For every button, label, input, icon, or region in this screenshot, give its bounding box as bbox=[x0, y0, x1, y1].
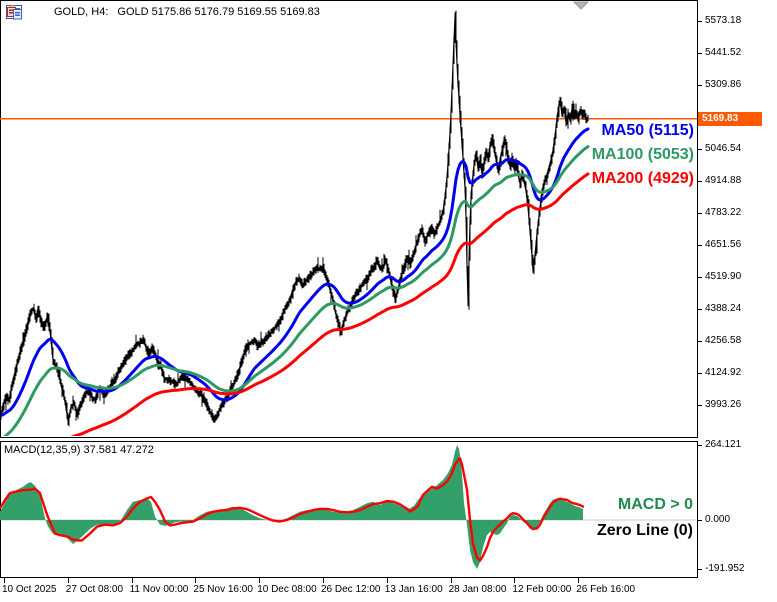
chart-title: GOLD, H4: GOLD 5175.86 5176.79 5169.55 51… bbox=[54, 6, 320, 18]
ma200-label: MA200 (4929) bbox=[591, 170, 694, 187]
time-tick-mark bbox=[67, 577, 69, 583]
axis-tick-label: 4388.24 bbox=[705, 302, 742, 314]
axis-tick-mark bbox=[697, 372, 702, 374]
time-tick-label: 13 Jan 16:00 bbox=[384, 584, 443, 595]
time-tick-mark bbox=[578, 577, 580, 583]
chart-shift-marker[interactable] bbox=[573, 1, 589, 10]
axis-tick-label: 4124.92 bbox=[705, 366, 742, 378]
ma50-line bbox=[1, 127, 590, 417]
current-price-badge: 5169.83 bbox=[698, 111, 762, 126]
zero-line-annotation: Zero Line (0) bbox=[596, 522, 693, 539]
time-tick-label: 28 Jan 08:00 bbox=[448, 584, 507, 595]
axis-tick-mark bbox=[697, 148, 702, 150]
time-tick-label: 25 Nov 16:00 bbox=[193, 584, 253, 595]
axis-tick-label: 4256.58 bbox=[705, 334, 742, 346]
axis-tick-mark bbox=[697, 340, 702, 342]
time-tick-mark bbox=[450, 577, 452, 583]
ma100-line bbox=[3, 145, 590, 436]
axis-tick-label: 5309.86 bbox=[705, 78, 742, 90]
price-panel-frame bbox=[0, 0, 698, 438]
axis-tick-mark bbox=[697, 52, 702, 54]
time-tick-label: 11 Nov 00:00 bbox=[129, 584, 189, 595]
macd-panel-frame bbox=[0, 441, 698, 578]
axis-tick-mark bbox=[697, 212, 702, 214]
macd-positive-annotation: MACD > 0 bbox=[617, 496, 693, 513]
time-tick-label: 12 Feb 00:00 bbox=[512, 584, 572, 595]
time-tick-label: 10 Oct 2025 bbox=[2, 584, 57, 595]
time-tick-mark bbox=[131, 577, 133, 583]
axis-tick-mark bbox=[697, 84, 702, 86]
axis-tick-label: 5441.52 bbox=[705, 46, 742, 58]
ma200-line bbox=[70, 172, 590, 436]
time-tick-label: 10 Dec 08:00 bbox=[257, 584, 317, 595]
axis-tick-mark bbox=[697, 276, 702, 278]
axis-tick-label: 4519.90 bbox=[705, 270, 742, 282]
axis-tick-label: 5046.54 bbox=[705, 142, 742, 154]
macd-indicator-label: MACD(12,35,9) 37.581 47.272 bbox=[4, 444, 154, 456]
axis-tick-label: 4651.56 bbox=[705, 238, 742, 250]
axis-tick-mark bbox=[697, 20, 702, 22]
price-axis[interactable]: 5573.18 5441.52 5309.86 5046.54 4914.88 4783.… bbox=[697, 0, 777, 578]
axis-tick-mark bbox=[697, 569, 702, 570]
macd-signal-line bbox=[0, 457, 585, 562]
axis-tick-label: -191.952 bbox=[705, 563, 745, 574]
axis-tick-label: 0.000 bbox=[705, 514, 731, 525]
axis-tick-mark bbox=[697, 244, 702, 246]
time-tick-mark bbox=[386, 577, 388, 583]
axis-tick-mark bbox=[697, 180, 702, 182]
axis-tick-label: 4783.22 bbox=[705, 206, 742, 218]
axis-tick-mark bbox=[697, 404, 702, 406]
chart-symbol-period: GOLD, H4: bbox=[54, 6, 109, 18]
axis-tick-label: 3993.26 bbox=[705, 398, 742, 410]
chart-header: GOLD, H4: GOLD 5175.86 5176.79 5169.55 51… bbox=[6, 3, 320, 21]
time-tick-mark bbox=[259, 577, 261, 583]
axis-tick-label: 4914.88 bbox=[705, 174, 742, 186]
time-axis[interactable]: 10 Oct 2025 27 Oct 08:00 11 Nov 00:00 25 No… bbox=[0, 577, 777, 602]
chart-windows-icon[interactable] bbox=[7, 4, 45, 20]
time-tick-label: 26 Feb 16:00 bbox=[576, 584, 636, 595]
time-tick-mark bbox=[514, 577, 516, 583]
axis-tick-label: 5573.18 bbox=[705, 14, 742, 26]
chart-ohlc-quotes: GOLD 5175.86 5176.79 5169.55 5169.83 bbox=[117, 6, 320, 18]
time-tick-mark bbox=[195, 577, 197, 583]
time-tick-mark bbox=[4, 577, 5, 583]
time-tick-mark bbox=[323, 577, 324, 583]
axis-tick-label: 264.121 bbox=[705, 439, 742, 450]
time-tick-label: 27 Oct 08:00 bbox=[65, 584, 124, 595]
macd-chart-canvas[interactable] bbox=[0, 441, 777, 579]
ma100-label: MA100 (5053) bbox=[591, 146, 694, 163]
ma50-label: MA50 (5115) bbox=[601, 122, 695, 139]
time-tick-label: 26 Dec 12:00 bbox=[321, 584, 381, 595]
axis-tick-mark bbox=[697, 520, 702, 521]
price-chart-canvas[interactable] bbox=[0, 0, 777, 441]
axis-tick-mark bbox=[697, 445, 702, 446]
axis-tick-mark bbox=[697, 308, 702, 310]
